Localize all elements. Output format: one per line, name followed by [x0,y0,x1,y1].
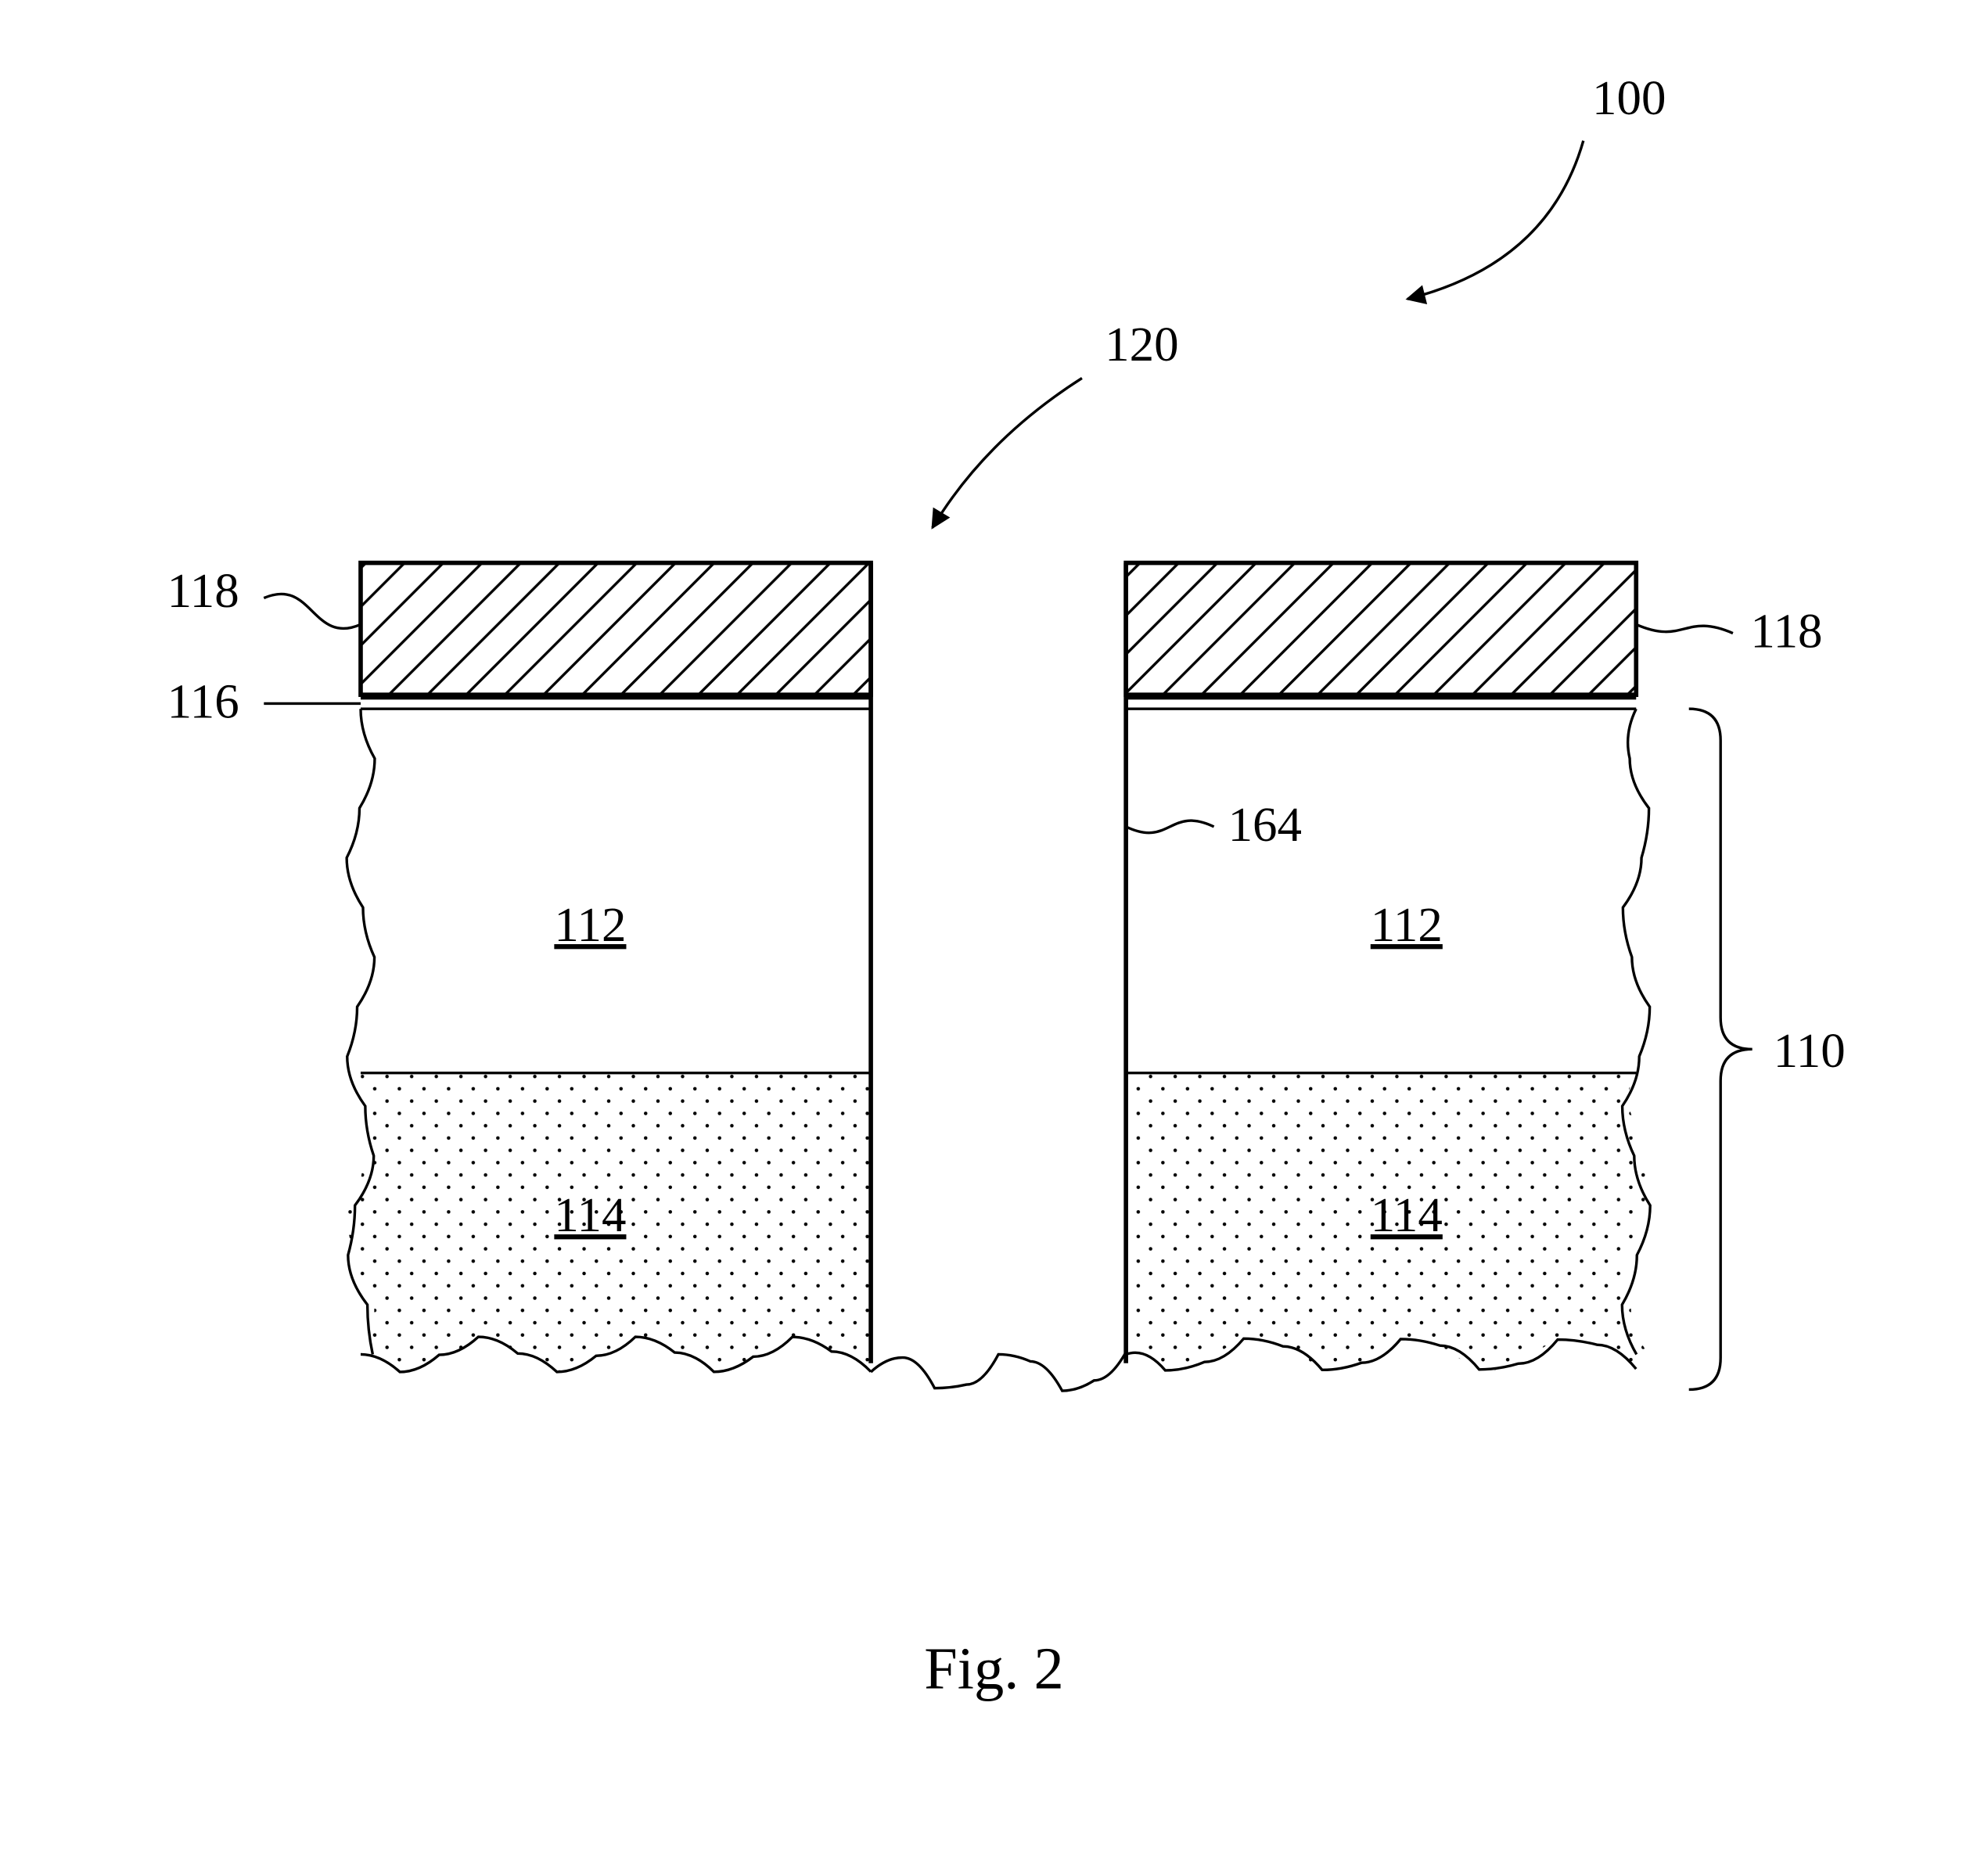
leader-100 [1407,141,1584,299]
label-118-left: 118 [167,563,239,618]
leader-120 [933,378,1082,527]
leader-118-right [1636,624,1733,633]
brace-110 [1689,709,1753,1389]
label-110: 110 [1774,1023,1846,1078]
label-118-right: 118 [1750,604,1822,659]
hard-mask-left [361,563,871,695]
label-116: 116 [167,673,239,728]
label-164: 164 [1228,797,1302,852]
diagram-shapes [347,563,1650,1391]
gap-bottom-edge [871,1352,1126,1391]
label-100: 100 [1592,70,1666,125]
leader-164 [1126,821,1213,833]
leader-118-left [264,594,361,628]
label-114-right: 114 [1371,1187,1443,1242]
label-112-right: 112 [1371,897,1443,952]
label-120: 120 [1105,317,1178,372]
label-114-left: 114 [554,1187,626,1242]
figure-caption: Fig. 2 [924,1636,1063,1702]
hard-mask-right [1126,563,1636,695]
label-112-left: 112 [554,897,626,952]
